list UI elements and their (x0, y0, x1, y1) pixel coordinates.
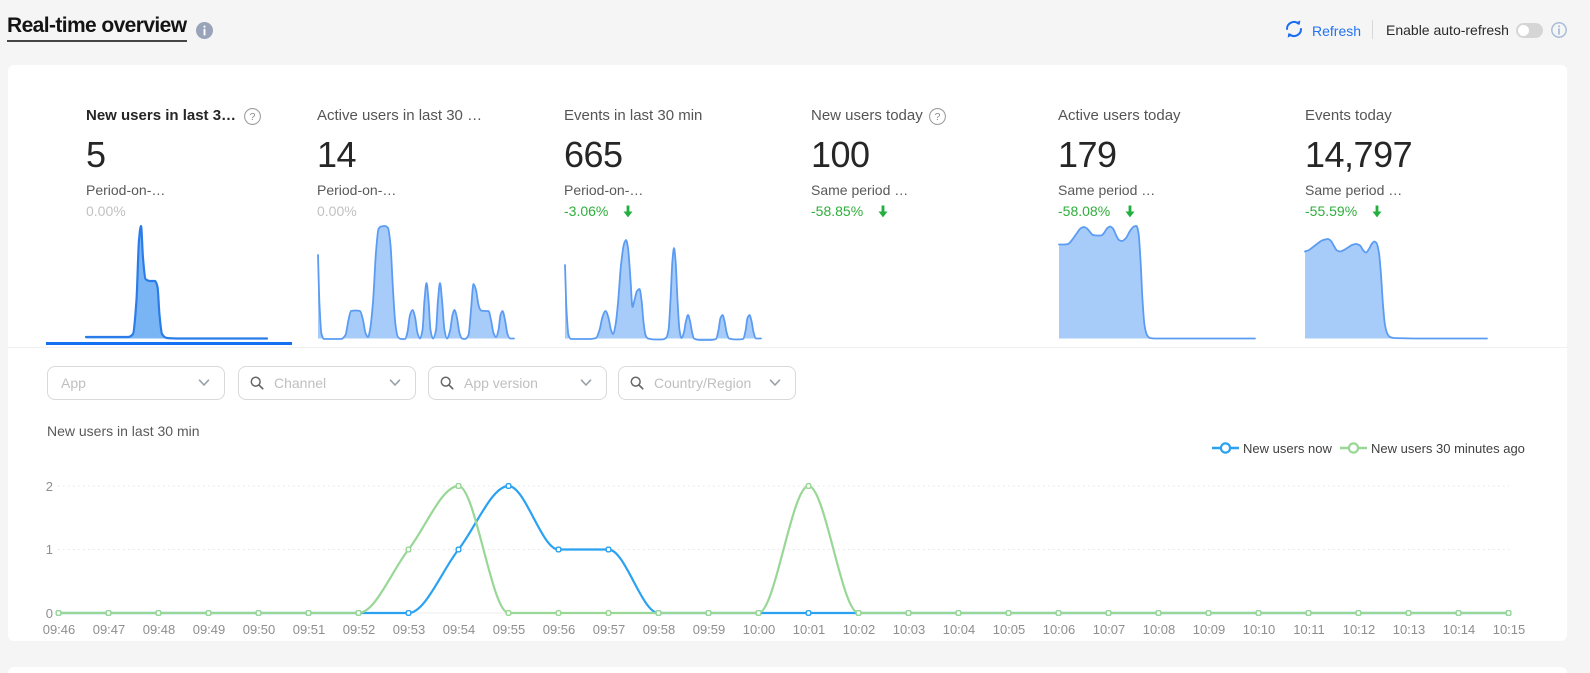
svg-text:?: ? (934, 111, 940, 123)
svg-text:?: ? (249, 111, 255, 123)
